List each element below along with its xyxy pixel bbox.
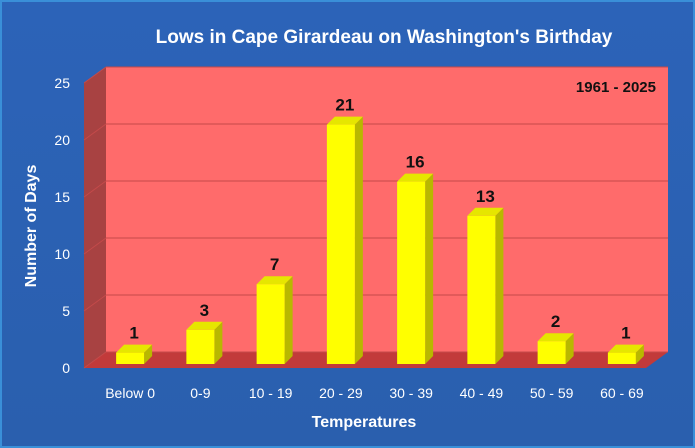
bars: [116, 116, 644, 364]
y-tick-label: 20: [54, 132, 70, 148]
bar-side: [144, 344, 153, 364]
bar-front: [467, 215, 496, 364]
bar: [116, 344, 153, 364]
bar-front: [116, 352, 145, 364]
x-tick-label: 60 - 69: [600, 385, 644, 401]
data-label: 3: [200, 301, 209, 320]
bar-top: [256, 276, 293, 285]
bar-side: [214, 321, 223, 364]
bar-front: [326, 124, 355, 364]
bar: [607, 344, 644, 364]
bar: [537, 333, 574, 364]
data-label: 13: [476, 187, 495, 206]
data-label: 21: [335, 96, 354, 115]
data-label: 1: [621, 324, 630, 343]
x-tick-label: Below 0: [105, 385, 155, 401]
bar-top: [607, 344, 644, 353]
plot-back-wall: [106, 67, 668, 352]
x-axis-ticks: Below 0 0-9 10 - 19 20 - 29 30 - 39 40 - 49 50…: [105, 385, 644, 401]
chart-title: Lows in Cape Girardeau on Washington's B…: [156, 27, 613, 48]
bar-top: [326, 116, 363, 125]
data-label: 2: [551, 312, 560, 331]
x-tick-label: 30 - 39: [389, 385, 433, 401]
y-axis-title: Number of Days: [23, 165, 40, 288]
bar-top: [397, 173, 434, 182]
bar: [397, 173, 434, 364]
y-tick-label: 10: [54, 246, 70, 262]
x-tick-label: 20 - 29: [319, 385, 363, 401]
gridline-side: [83, 123, 107, 141]
bar-top: [537, 333, 574, 342]
bar-top: [116, 344, 153, 353]
plot-side-wall: [84, 67, 106, 368]
plot-floor: [84, 352, 668, 368]
y-tick-label: 5: [62, 303, 70, 319]
bar-side: [354, 116, 363, 364]
bar-front: [537, 341, 566, 364]
gridline-side: [83, 66, 107, 84]
x-axis-title: Temperatures: [312, 414, 417, 431]
bar-side: [495, 207, 504, 364]
data-label: 7: [270, 255, 279, 274]
bar: [256, 276, 293, 364]
bar-side: [635, 344, 644, 364]
x-tick-label: 10 - 19: [249, 385, 293, 401]
x-tick-label: 0-9: [190, 385, 210, 401]
bar-top: [186, 321, 223, 330]
y-tick-label: 25: [54, 75, 70, 91]
year-range-annotation: 1961 - 2025: [576, 79, 656, 96]
data-label: 1: [129, 324, 138, 343]
bar-front: [256, 284, 285, 364]
bar-top: [467, 207, 504, 216]
bar-side: [425, 173, 434, 364]
y-axis-ticks: 0 5 10 15 20 25: [54, 75, 70, 376]
gridline-side: [83, 351, 107, 369]
data-label: 16: [406, 153, 425, 172]
bar: [186, 321, 223, 364]
bar-front: [607, 352, 636, 364]
bar: [326, 116, 363, 364]
y-tick-label: 15: [54, 189, 70, 205]
bar-side: [284, 276, 293, 364]
gridline-side: [83, 180, 107, 198]
x-tick-label: 40 - 49: [460, 385, 504, 401]
gridline-side: [83, 237, 107, 255]
bar-front: [186, 329, 215, 364]
y-tick-label: 0: [62, 360, 70, 376]
bar-front: [397, 181, 426, 364]
gridline-side: [83, 294, 107, 312]
bar: [467, 207, 504, 364]
bar-side: [565, 333, 574, 364]
x-tick-label: 50 - 59: [530, 385, 574, 401]
